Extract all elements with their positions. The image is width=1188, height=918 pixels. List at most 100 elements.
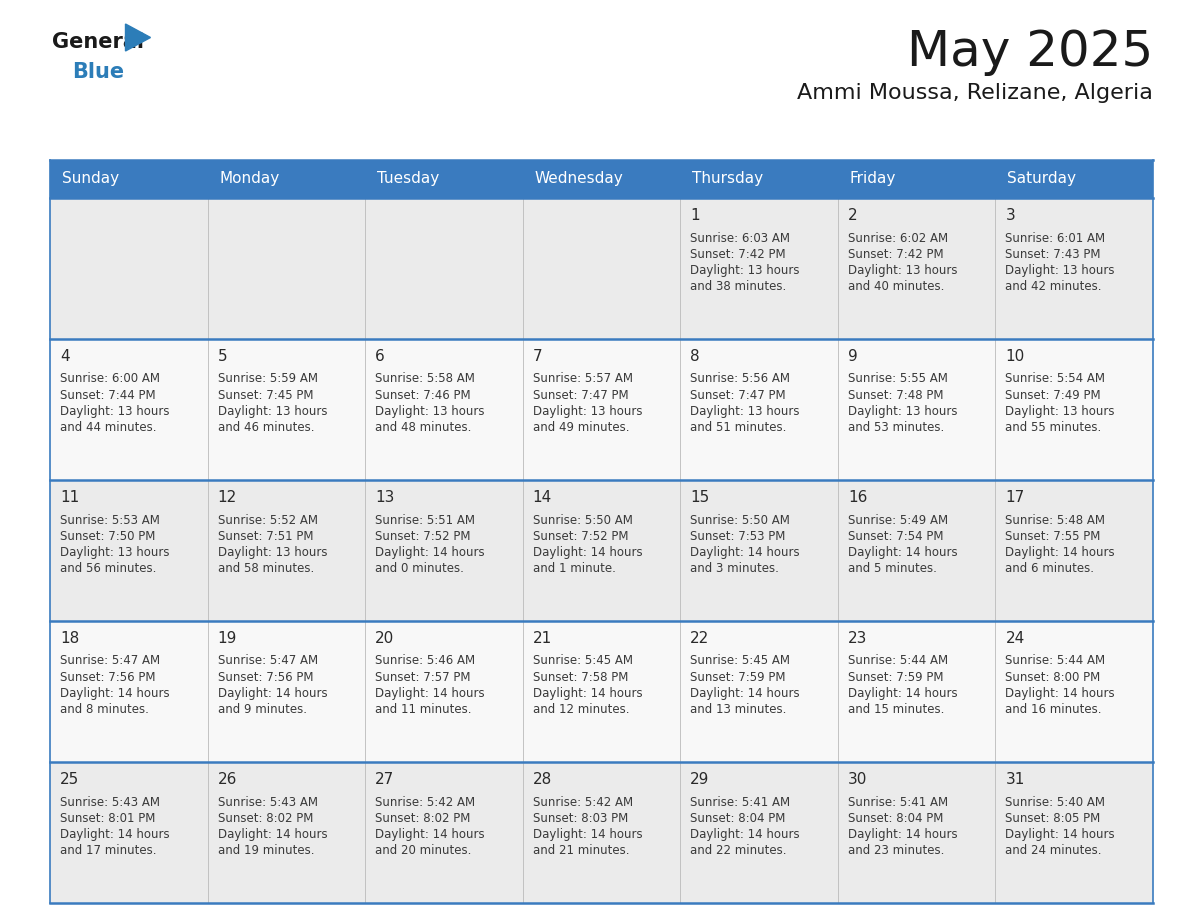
Text: 25: 25 — [61, 772, 80, 787]
Text: Sunset: 7:47 PM: Sunset: 7:47 PM — [690, 389, 786, 402]
Text: Friday: Friday — [849, 172, 896, 186]
Text: Daylight: 13 hours: Daylight: 13 hours — [848, 405, 958, 418]
Text: Sunrise: 5:59 AM: Sunrise: 5:59 AM — [217, 373, 317, 386]
Text: Sunrise: 5:47 AM: Sunrise: 5:47 AM — [217, 655, 317, 667]
Bar — [50, 762, 1154, 903]
Text: 10: 10 — [1005, 349, 1025, 364]
Text: Sunset: 7:52 PM: Sunset: 7:52 PM — [375, 530, 470, 543]
Text: Sunrise: 5:44 AM: Sunrise: 5:44 AM — [1005, 655, 1106, 667]
Text: Saturday: Saturday — [1007, 172, 1076, 186]
Text: Sunrise: 5:47 AM: Sunrise: 5:47 AM — [61, 655, 160, 667]
Text: and 38 minutes.: and 38 minutes. — [690, 280, 786, 294]
Text: and 49 minutes.: and 49 minutes. — [532, 421, 630, 434]
Text: Daylight: 14 hours: Daylight: 14 hours — [690, 828, 800, 841]
Text: Sunset: 8:03 PM: Sunset: 8:03 PM — [532, 812, 628, 824]
Text: Sunset: 7:55 PM: Sunset: 7:55 PM — [1005, 530, 1101, 543]
Text: Daylight: 14 hours: Daylight: 14 hours — [848, 828, 958, 841]
Text: Daylight: 14 hours: Daylight: 14 hours — [848, 687, 958, 700]
Text: Daylight: 13 hours: Daylight: 13 hours — [61, 405, 170, 418]
Text: Sunset: 7:59 PM: Sunset: 7:59 PM — [690, 671, 785, 684]
Text: Sunset: 8:05 PM: Sunset: 8:05 PM — [1005, 812, 1100, 824]
Text: Sunset: 7:59 PM: Sunset: 7:59 PM — [848, 671, 943, 684]
Text: and 8 minutes.: and 8 minutes. — [61, 703, 148, 716]
Text: and 12 minutes.: and 12 minutes. — [532, 703, 630, 716]
Text: Sunrise: 5:43 AM: Sunrise: 5:43 AM — [217, 796, 317, 809]
Text: 1: 1 — [690, 208, 700, 223]
Text: Daylight: 13 hours: Daylight: 13 hours — [217, 546, 327, 559]
Text: Sunset: 8:02 PM: Sunset: 8:02 PM — [217, 812, 312, 824]
Text: and 1 minute.: and 1 minute. — [532, 563, 615, 576]
Text: and 21 minutes.: and 21 minutes. — [532, 845, 630, 857]
Text: Sunset: 7:46 PM: Sunset: 7:46 PM — [375, 389, 470, 402]
Text: Sunrise: 6:03 AM: Sunrise: 6:03 AM — [690, 231, 790, 244]
Text: 23: 23 — [848, 631, 867, 646]
Text: Sunset: 7:52 PM: Sunset: 7:52 PM — [532, 530, 628, 543]
Text: 8: 8 — [690, 349, 700, 364]
Text: and 5 minutes.: and 5 minutes. — [848, 563, 936, 576]
Text: and 20 minutes.: and 20 minutes. — [375, 845, 472, 857]
Text: and 55 minutes.: and 55 minutes. — [1005, 421, 1101, 434]
Text: and 9 minutes.: and 9 minutes. — [217, 703, 307, 716]
Text: Daylight: 14 hours: Daylight: 14 hours — [532, 687, 643, 700]
Text: 14: 14 — [532, 490, 552, 505]
Text: Sunrise: 5:46 AM: Sunrise: 5:46 AM — [375, 655, 475, 667]
Text: Daylight: 14 hours: Daylight: 14 hours — [848, 546, 958, 559]
Text: Sunrise: 5:41 AM: Sunrise: 5:41 AM — [848, 796, 948, 809]
Text: Daylight: 14 hours: Daylight: 14 hours — [375, 687, 485, 700]
Polygon shape — [126, 24, 151, 51]
Text: Daylight: 13 hours: Daylight: 13 hours — [1005, 264, 1114, 277]
Bar — [50, 621, 1154, 762]
Text: and 16 minutes.: and 16 minutes. — [1005, 703, 1102, 716]
Text: Daylight: 13 hours: Daylight: 13 hours — [61, 546, 170, 559]
Text: Sunset: 7:47 PM: Sunset: 7:47 PM — [532, 389, 628, 402]
Text: 9: 9 — [848, 349, 858, 364]
Text: 22: 22 — [690, 631, 709, 646]
Text: 28: 28 — [532, 772, 552, 787]
Text: Sunset: 7:51 PM: Sunset: 7:51 PM — [217, 530, 314, 543]
Text: Sunrise: 5:45 AM: Sunrise: 5:45 AM — [532, 655, 633, 667]
Text: 31: 31 — [1005, 772, 1025, 787]
Text: Sunrise: 6:01 AM: Sunrise: 6:01 AM — [1005, 231, 1106, 244]
Text: Sunrise: 6:00 AM: Sunrise: 6:00 AM — [61, 373, 160, 386]
Text: General: General — [52, 32, 144, 52]
Text: and 24 minutes.: and 24 minutes. — [1005, 845, 1102, 857]
Text: and 3 minutes.: and 3 minutes. — [690, 563, 779, 576]
Text: Thursday: Thursday — [693, 172, 764, 186]
Text: and 51 minutes.: and 51 minutes. — [690, 421, 786, 434]
Text: Sunset: 7:45 PM: Sunset: 7:45 PM — [217, 389, 314, 402]
Text: Monday: Monday — [220, 172, 280, 186]
Text: Sunrise: 5:50 AM: Sunrise: 5:50 AM — [532, 513, 632, 527]
Text: Daylight: 14 hours: Daylight: 14 hours — [1005, 828, 1116, 841]
Text: Sunrise: 5:40 AM: Sunrise: 5:40 AM — [1005, 796, 1105, 809]
Text: Sunrise: 6:02 AM: Sunrise: 6:02 AM — [848, 231, 948, 244]
Text: 20: 20 — [375, 631, 394, 646]
Text: Sunset: 7:43 PM: Sunset: 7:43 PM — [1005, 248, 1101, 261]
Text: and 15 minutes.: and 15 minutes. — [848, 703, 944, 716]
Text: Daylight: 13 hours: Daylight: 13 hours — [690, 264, 800, 277]
Text: Sunrise: 5:50 AM: Sunrise: 5:50 AM — [690, 513, 790, 527]
Text: Daylight: 14 hours: Daylight: 14 hours — [217, 687, 327, 700]
Text: Sunset: 8:04 PM: Sunset: 8:04 PM — [848, 812, 943, 824]
Text: 7: 7 — [532, 349, 543, 364]
Text: and 13 minutes.: and 13 minutes. — [690, 703, 786, 716]
Text: 21: 21 — [532, 631, 552, 646]
Text: Daylight: 13 hours: Daylight: 13 hours — [848, 264, 958, 277]
Bar — [50, 198, 1154, 339]
Text: 24: 24 — [1005, 631, 1025, 646]
Text: Sunrise: 5:49 AM: Sunrise: 5:49 AM — [848, 513, 948, 527]
Text: 5: 5 — [217, 349, 227, 364]
Text: Daylight: 13 hours: Daylight: 13 hours — [1005, 405, 1114, 418]
Text: Sunrise: 5:55 AM: Sunrise: 5:55 AM — [848, 373, 948, 386]
Text: 3: 3 — [1005, 208, 1016, 223]
Text: Daylight: 14 hours: Daylight: 14 hours — [61, 687, 170, 700]
Text: 2: 2 — [848, 208, 858, 223]
Text: and 58 minutes.: and 58 minutes. — [217, 563, 314, 576]
Text: Daylight: 13 hours: Daylight: 13 hours — [532, 405, 643, 418]
Text: Sunset: 7:44 PM: Sunset: 7:44 PM — [61, 389, 156, 402]
Text: and 44 minutes.: and 44 minutes. — [61, 421, 157, 434]
Text: Daylight: 14 hours: Daylight: 14 hours — [532, 546, 643, 559]
Text: Sunrise: 5:51 AM: Sunrise: 5:51 AM — [375, 513, 475, 527]
Text: Daylight: 14 hours: Daylight: 14 hours — [375, 546, 485, 559]
Text: 11: 11 — [61, 490, 80, 505]
Text: Sunset: 7:49 PM: Sunset: 7:49 PM — [1005, 389, 1101, 402]
